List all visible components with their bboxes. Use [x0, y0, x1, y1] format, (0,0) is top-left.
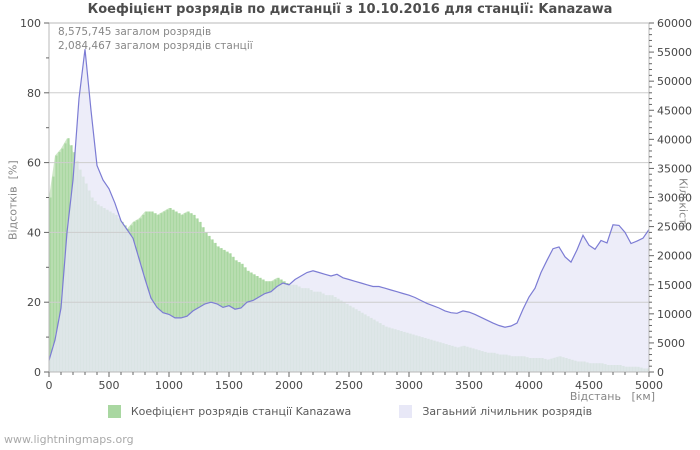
svg-text:0: 0	[657, 366, 664, 379]
svg-text:45000: 45000	[657, 104, 692, 117]
svg-text:100: 100	[20, 17, 41, 30]
legend-item-total-counter: Загаьний лічильник розрядів	[399, 405, 592, 418]
svg-text:2000: 2000	[275, 379, 303, 392]
svg-text:60000: 60000	[657, 17, 692, 30]
annotation-total-strikes: 8,575,745 загалом розрядів	[58, 26, 212, 38]
legend: Коефіцієнт розрядів станції Kanazawa Заг…	[0, 405, 700, 418]
svg-text:0: 0	[34, 366, 41, 379]
left-axis-title: Відсотків [%]	[6, 160, 20, 240]
svg-text:500: 500	[99, 379, 120, 392]
svg-text:3000: 3000	[395, 379, 423, 392]
svg-text:5000: 5000	[657, 337, 685, 350]
svg-text:35000: 35000	[657, 162, 692, 175]
svg-text:0: 0	[46, 379, 53, 392]
svg-text:80: 80	[27, 87, 41, 100]
svg-text:60: 60	[27, 157, 41, 170]
legend-item-station-coefficient: Коефіцієнт розрядів станції Kanazawa	[107, 405, 352, 418]
right-axis-title: Кількість	[676, 178, 690, 232]
legend-swatch-green	[107, 405, 121, 418]
svg-text:55000: 55000	[657, 46, 692, 59]
svg-text:20000: 20000	[657, 250, 692, 263]
svg-text:2500: 2500	[335, 379, 363, 392]
svg-text:1500: 1500	[215, 379, 243, 392]
svg-text:20: 20	[27, 296, 41, 309]
svg-text:30000: 30000	[657, 192, 692, 205]
svg-text:3500: 3500	[455, 379, 483, 392]
svg-text:40: 40	[27, 226, 41, 239]
legend-label-station-coefficient: Коефіцієнт розрядів станції Kanazawa	[130, 405, 352, 418]
page-title: Коефіцієнт розрядів по дистанції з 10.10…	[87, 2, 613, 17]
svg-text:25000: 25000	[657, 221, 692, 234]
svg-text:4000: 4000	[515, 379, 543, 392]
svg-text:15000: 15000	[657, 279, 692, 292]
svg-text:10000: 10000	[657, 308, 692, 321]
svg-text:50000: 50000	[657, 75, 692, 88]
legend-swatch-lavender	[399, 405, 413, 418]
svg-text:40000: 40000	[657, 133, 692, 146]
annotation-station-strikes: 2,084,467 загалом розрядів станції	[58, 40, 253, 52]
svg-text:4500: 4500	[575, 379, 603, 392]
svg-text:1000: 1000	[155, 379, 183, 392]
watermark-link[interactable]: www.lightningmaps.org	[4, 433, 134, 446]
legend-label-total-counter: Загаьний лічильник розрядів	[422, 405, 593, 418]
svg-text:5000: 5000	[635, 379, 663, 392]
x-axis-title: Відстань [км]	[569, 390, 655, 403]
